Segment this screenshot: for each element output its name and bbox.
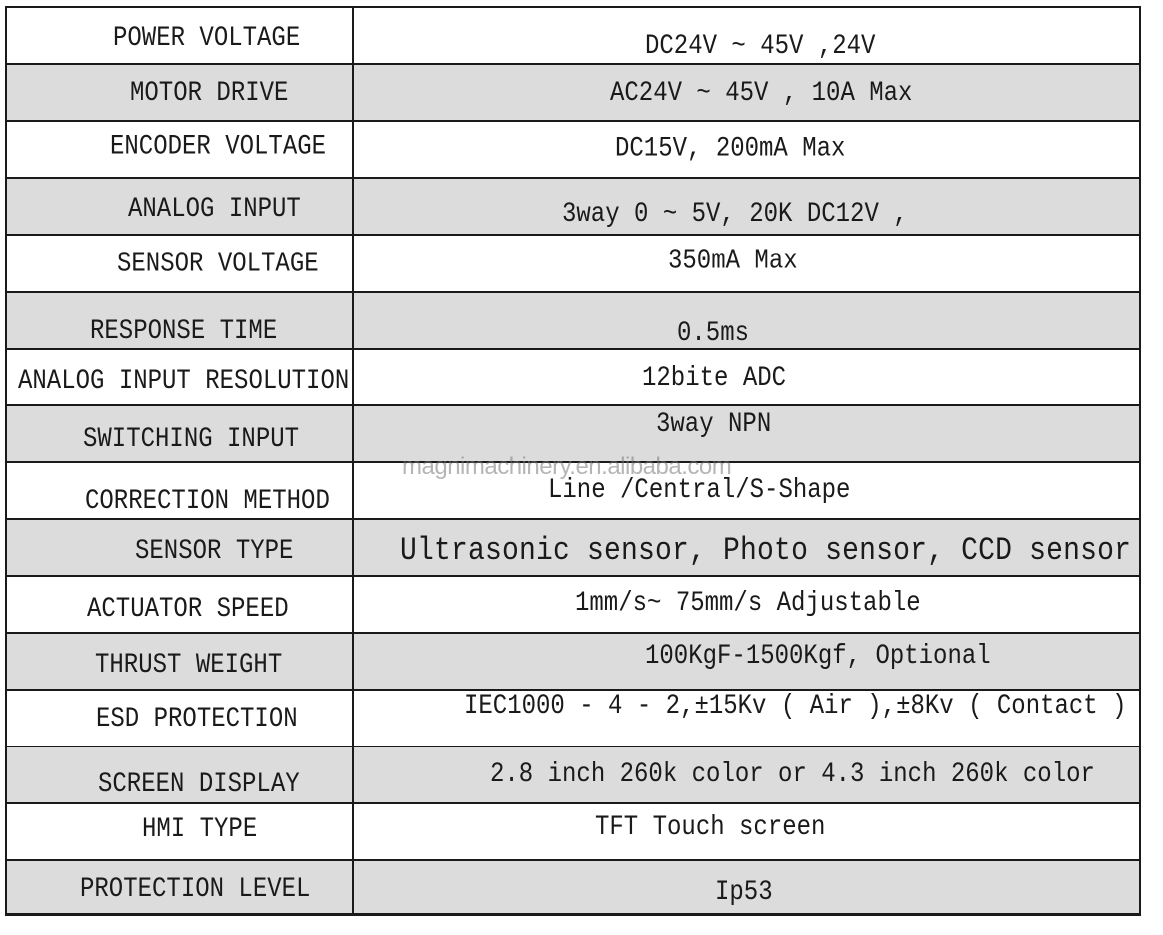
column-divider [352,520,354,575]
spec-label: HMI TYPE [142,813,258,845]
column-divider [352,293,354,348]
watermark: magnimachinery.en.alibaba.com [402,453,732,480]
column-divider [352,747,354,802]
table-row: SENSOR TYPE Ultrasonic sensor, Photo sens… [7,520,1139,577]
spec-label: THRUST WEIGHT [95,649,283,681]
column-divider [352,861,354,913]
spec-value: DC24V ~ 45V ,24V [645,30,876,62]
column-divider [352,236,354,291]
spec-value: 12bite ADC [642,362,787,394]
table-row: ANALOG INPUT 3way 0 ~ 5V, 20K DC12V , [7,179,1139,236]
spec-value: 0.5ms [677,317,750,349]
spec-label: POWER VOLTAGE [113,22,301,54]
column-divider [352,8,354,63]
column-divider [352,804,354,859]
spec-value: 3way 0 ~ 5V, 20K DC12V , [562,198,908,230]
spec-value: 2.8 inch 260k color or 4.3 inch 260k col… [490,758,1095,790]
spec-value: Line /Central/S-Shape [548,474,851,506]
column-divider [352,122,354,177]
table-row: PROTECTION LEVEL Ip53 [7,861,1139,913]
table-row: ENCODER VOLTAGE DC15V, 200mA Max [7,122,1139,179]
column-divider [352,691,354,746]
spec-label: SCREEN DISPLAY [98,768,300,800]
spec-label: ENCODER VOLTAGE [110,131,327,163]
spec-value: 3way NPN [656,408,772,440]
spec-label: ESD PROTECTION [96,703,298,735]
column-divider [352,349,354,404]
table-row: SENSOR VOLTAGE 350mA Max [7,236,1139,293]
spec-table: POWER VOLTAGE DC24V ~ 45V ,24V MOTOR DRIVE… [5,6,1141,916]
spec-label: RESPONSE TIME [90,315,278,347]
spec-value: Ultrasonic sensor, Photo sensor, CCD sen… [400,533,1132,570]
table-row: ACTUATOR SPEED 1mm/s~ 75mm/s Adjustable [7,577,1139,634]
column-divider [352,65,354,120]
table-row: ESD PROTECTION IEC1000 - 4 - 2,±15Kv ( Ai… [7,691,1139,748]
table-row: CORRECTION METHOD Line /Central/S-Shape [7,463,1139,520]
table-row: SWITCHING INPUT 3way NPN [7,406,1139,463]
spec-label: SENSOR VOLTAGE [117,248,319,280]
table-row: SCREEN DISPLAY 2.8 inch 260k color or 4.3… [7,747,1139,804]
spec-label: PROTECTION LEVEL [80,873,311,905]
spec-value: IEC1000 - 4 - 2,±15Kv ( Air ),±8Kv ( Con… [464,690,1127,722]
spec-label: SENSOR TYPE [135,535,294,567]
column-divider [352,634,354,689]
spec-label: CORRECTION METHOD [85,485,330,517]
spec-label: SWITCHING INPUT [83,423,300,455]
spec-label: ACTUATOR SPEED [87,593,289,625]
spec-value: 1mm/s~ 75mm/s Adjustable [575,587,921,619]
column-divider [352,577,354,632]
spec-value: 100KgF-1500Kgf, Optional [645,640,991,672]
column-divider [352,406,354,461]
table-row: POWER VOLTAGE DC24V ~ 45V ,24V [7,8,1139,65]
table-row: ANALOG INPUT RESOLUTION 12bite ADC [7,349,1139,406]
table-row: THRUST WEIGHT 100KgF-1500Kgf, Optional [7,634,1139,691]
column-divider [352,179,354,234]
spec-label: ANALOG INPUT RESOLUTION [18,365,350,397]
spec-value: Ip53 [715,876,773,908]
table-row: MOTOR DRIVE AC24V ~ 45V , 10A Max [7,65,1139,122]
table-row: RESPONSE TIME 0.5ms [7,293,1139,350]
spec-value: 350mA Max [668,245,798,277]
column-divider [352,463,354,518]
spec-value: DC15V, 200mA Max [615,133,846,165]
spec-label: ANALOG INPUT [128,193,301,225]
spec-label: MOTOR DRIVE [130,77,289,109]
spec-value: TFT Touch screen [595,811,826,843]
spec-value: AC24V ~ 45V , 10A Max [610,77,913,109]
table-row: HMI TYPE TFT Touch screen [7,804,1139,861]
